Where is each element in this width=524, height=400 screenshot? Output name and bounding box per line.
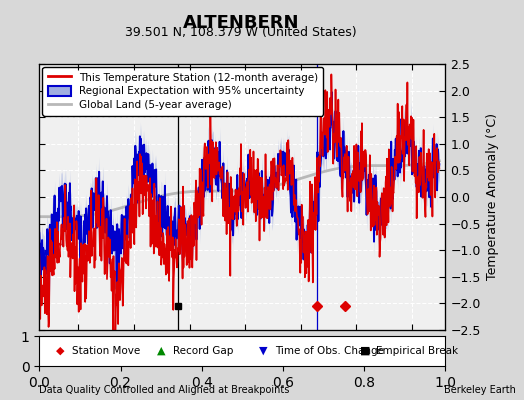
Text: Empirical Break: Empirical Break bbox=[376, 346, 458, 356]
Text: ■: ■ bbox=[360, 346, 370, 356]
Text: Time of Obs. Change: Time of Obs. Change bbox=[275, 346, 384, 356]
Text: 39.501 N, 108.379 W (United States): 39.501 N, 108.379 W (United States) bbox=[125, 26, 357, 39]
Text: ◆: ◆ bbox=[56, 346, 64, 356]
Text: ▲: ▲ bbox=[157, 346, 166, 356]
Text: Berkeley Earth: Berkeley Earth bbox=[444, 385, 516, 395]
Text: Record Gap: Record Gap bbox=[173, 346, 234, 356]
Legend: This Temperature Station (12-month average), Regional Expectation with 95% uncer: This Temperature Station (12-month avera… bbox=[42, 67, 323, 116]
Y-axis label: Temperature Anomaly (°C): Temperature Anomaly (°C) bbox=[486, 114, 499, 280]
Text: ▼: ▼ bbox=[259, 346, 267, 356]
Text: Data Quality Controlled and Aligned at Breakpoints: Data Quality Controlled and Aligned at B… bbox=[39, 385, 290, 395]
Text: ALTENBERN: ALTENBERN bbox=[183, 14, 299, 32]
Text: Station Move: Station Move bbox=[72, 346, 140, 356]
